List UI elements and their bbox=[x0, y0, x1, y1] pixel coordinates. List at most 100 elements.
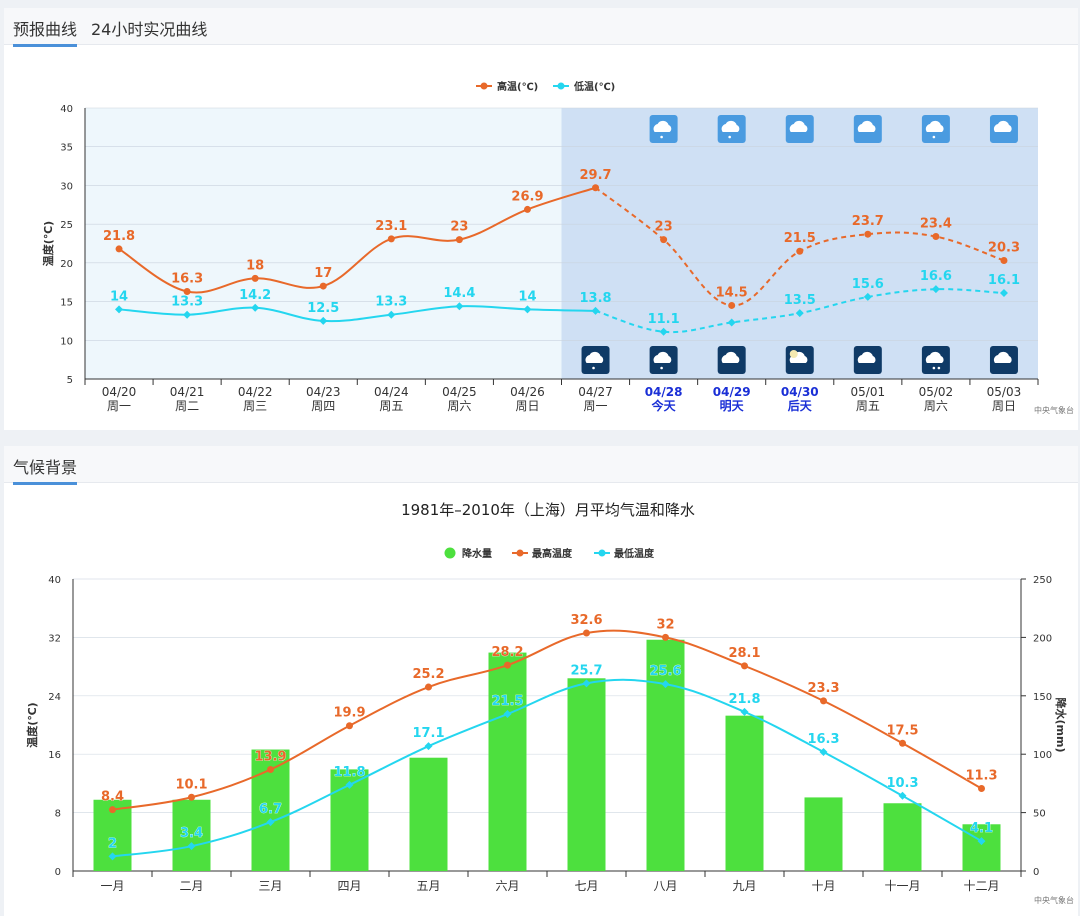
x-tick-label: 五月 bbox=[416, 879, 440, 893]
x-tick-label-date: 05/02 bbox=[919, 385, 954, 399]
light-rain-icon-cloud bbox=[721, 120, 740, 132]
x-tick-label-date: 04/25 bbox=[442, 385, 477, 399]
cloud-icon-cloud bbox=[993, 351, 1012, 363]
point-high bbox=[741, 662, 748, 670]
data-label: 14.2 bbox=[239, 288, 271, 303]
point-low bbox=[108, 852, 117, 861]
point-high bbox=[183, 288, 191, 296]
data-label-high: 17.5 bbox=[886, 723, 918, 738]
y-tick-label: 16 bbox=[48, 750, 61, 761]
y2-tick-label: 0 bbox=[1033, 867, 1039, 878]
y2-tick-label: 200 bbox=[1033, 633, 1052, 644]
point-low bbox=[819, 748, 828, 757]
point-low bbox=[727, 318, 736, 327]
x-tick-label-weekday: 周二 bbox=[175, 399, 199, 413]
source-label-climate: 中央气象台 bbox=[1034, 896, 1074, 905]
light-rain-icon-cloud bbox=[925, 120, 944, 132]
x-tick-label-weekday: 周四 bbox=[311, 399, 335, 413]
y-tick-label: 20 bbox=[60, 259, 73, 270]
x-tick-label-date: 04/21 bbox=[170, 385, 205, 399]
point-high bbox=[109, 806, 116, 814]
point-low bbox=[863, 292, 872, 301]
point-high bbox=[583, 629, 590, 637]
data-label-high: 23.3 bbox=[807, 681, 839, 696]
data-label: 23.7 bbox=[852, 214, 884, 229]
x-tick-label-date: 04/26 bbox=[510, 385, 545, 399]
data-label-low: 4.1 bbox=[970, 821, 993, 836]
legend-label: 低温(℃) bbox=[573, 80, 615, 93]
data-label-low: 21.8 bbox=[728, 692, 760, 707]
rain-bar bbox=[883, 803, 922, 871]
cloud-icon-cloud bbox=[857, 120, 876, 132]
point-low bbox=[795, 309, 804, 318]
x-tick-label-date: 04/22 bbox=[238, 385, 273, 399]
point-low bbox=[115, 305, 124, 314]
point-low bbox=[740, 707, 749, 716]
data-label-high: 19.9 bbox=[333, 706, 365, 721]
data-label: 23.4 bbox=[920, 217, 952, 232]
point-low bbox=[187, 842, 196, 851]
point-high bbox=[504, 661, 511, 669]
x-tick-label-date: 04/27 bbox=[578, 385, 613, 399]
data-label: 21.8 bbox=[103, 229, 135, 244]
y2-tick-label: 150 bbox=[1033, 692, 1052, 703]
x-tick-label-weekday: 今天 bbox=[651, 398, 677, 413]
series-line-high bbox=[112, 629, 982, 811]
data-label: 20.3 bbox=[988, 241, 1020, 256]
y-tick-label: 32 bbox=[48, 633, 61, 644]
x-tick-label-date: 04/20 bbox=[102, 385, 137, 399]
rain-bar bbox=[646, 639, 685, 871]
data-label-low: 25.6 bbox=[649, 664, 681, 679]
moderate-rain-icon-cloud bbox=[925, 351, 944, 363]
point-low bbox=[591, 306, 600, 315]
x-tick-label: 十月 bbox=[811, 879, 835, 893]
light-rain-icon-drop bbox=[932, 135, 936, 139]
data-label-high: 28.2 bbox=[491, 645, 523, 660]
legend-marker bbox=[444, 547, 456, 559]
data-label: 21.5 bbox=[784, 231, 816, 246]
x-tick-label: 九月 bbox=[732, 879, 756, 893]
legend-marker bbox=[598, 549, 606, 557]
data-label-high: 11.3 bbox=[965, 769, 997, 784]
y-tick-label: 40 bbox=[48, 575, 61, 586]
data-label-high: 32 bbox=[656, 617, 674, 632]
tab-climate-background[interactable]: 气候背景 bbox=[13, 454, 78, 485]
y2-tick-label: 50 bbox=[1033, 809, 1046, 820]
light-rain-icon-drop bbox=[728, 135, 731, 139]
point-high bbox=[864, 230, 872, 238]
y2-tick-label: 100 bbox=[1033, 750, 1052, 761]
x-tick-label-weekday: 周五 bbox=[379, 399, 403, 413]
point-low bbox=[523, 305, 532, 314]
chart-title: 1981年–2010年（上海）月平均气温和降水 bbox=[401, 501, 695, 519]
point-low bbox=[387, 310, 396, 319]
point-high bbox=[978, 785, 985, 793]
x-tick-label-date: 05/01 bbox=[851, 385, 886, 399]
point-low bbox=[455, 302, 464, 311]
tab-forecast-curve[interactable]: 预报曲线 bbox=[13, 16, 78, 47]
light-rain-icon-drop bbox=[660, 366, 663, 370]
point-high bbox=[592, 184, 600, 192]
point-low bbox=[661, 680, 670, 689]
data-label: 14 bbox=[518, 289, 536, 304]
cloud-icon-cloud bbox=[789, 120, 808, 132]
data-label: 13.3 bbox=[171, 295, 203, 310]
x-tick-label-weekday: 周日 bbox=[992, 399, 1016, 413]
forecast-tabbar: 预报曲线 24小时实况曲线 bbox=[4, 8, 1078, 47]
point-high bbox=[425, 683, 432, 691]
source-label: 中央气象台 bbox=[1034, 406, 1074, 415]
cloud-icon-cloud bbox=[857, 351, 876, 363]
data-label: 13.8 bbox=[579, 291, 611, 306]
legend-label: 最低温度 bbox=[614, 547, 655, 560]
moderate-rain-icon-drop bbox=[937, 366, 941, 370]
point-low bbox=[898, 791, 907, 800]
point-high bbox=[899, 739, 906, 747]
rain-bar bbox=[488, 652, 527, 871]
series-line-low bbox=[112, 678, 982, 858]
tab-24h-observed-curve[interactable]: 24小时实况曲线 bbox=[91, 20, 208, 39]
data-label: 15.6 bbox=[852, 277, 884, 292]
point-high bbox=[455, 236, 463, 244]
rain-bar bbox=[725, 715, 764, 871]
rain-bar bbox=[962, 824, 1001, 871]
data-label: 29.7 bbox=[579, 168, 611, 183]
data-label: 17 bbox=[314, 266, 332, 281]
